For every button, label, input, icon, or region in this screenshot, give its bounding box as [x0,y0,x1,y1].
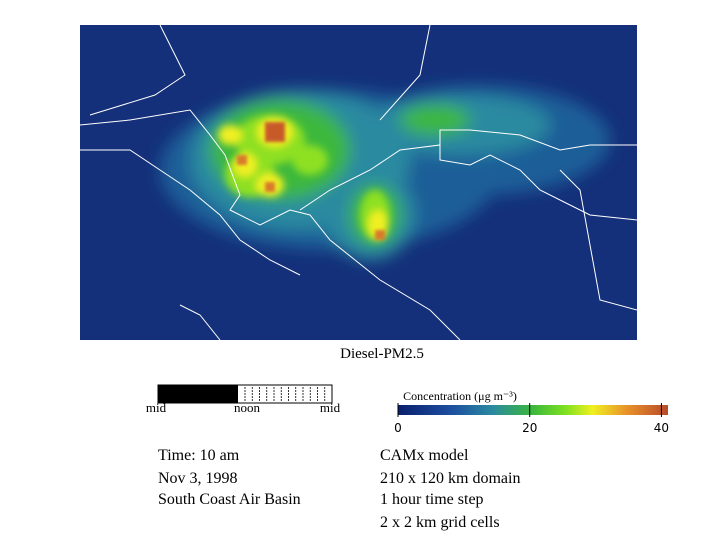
info-left: Time: 10 am Nov 3, 1998 South Coast Air … [158,447,301,508]
colorbar-tick-label: 0 [394,421,402,435]
info-line: South Coast Air Basin [158,491,301,508]
timeline-label: mid [320,400,341,415]
colorbar-label: Concentration (μg m⁻³) [403,389,517,403]
map-title: Diesel-PM2.5 [340,346,424,362]
colorbar-tick-label: 40 [654,421,669,435]
info-line: 2 x 2 km grid cells [380,514,500,531]
timeline-label: noon [234,400,261,415]
info-right: CAMx model 210 x 120 km domain 1 hour ti… [380,447,520,531]
info-line: CAMx model [380,447,469,464]
map [80,25,637,340]
colorbar: Concentration (μg m⁻³) 0 20 40 [394,389,669,435]
colorbar-tick-label: 20 [522,421,537,435]
timeline: mid noon mid [146,384,341,415]
timeline-label: mid [146,400,167,415]
info-line: 210 x 120 km domain [380,470,520,487]
info-line: Nov 3, 1998 [158,470,238,487]
info-line: 1 hour time step [380,491,484,508]
colorbar-ramp [398,405,668,415]
info-line: Time: 10 am [158,447,240,464]
